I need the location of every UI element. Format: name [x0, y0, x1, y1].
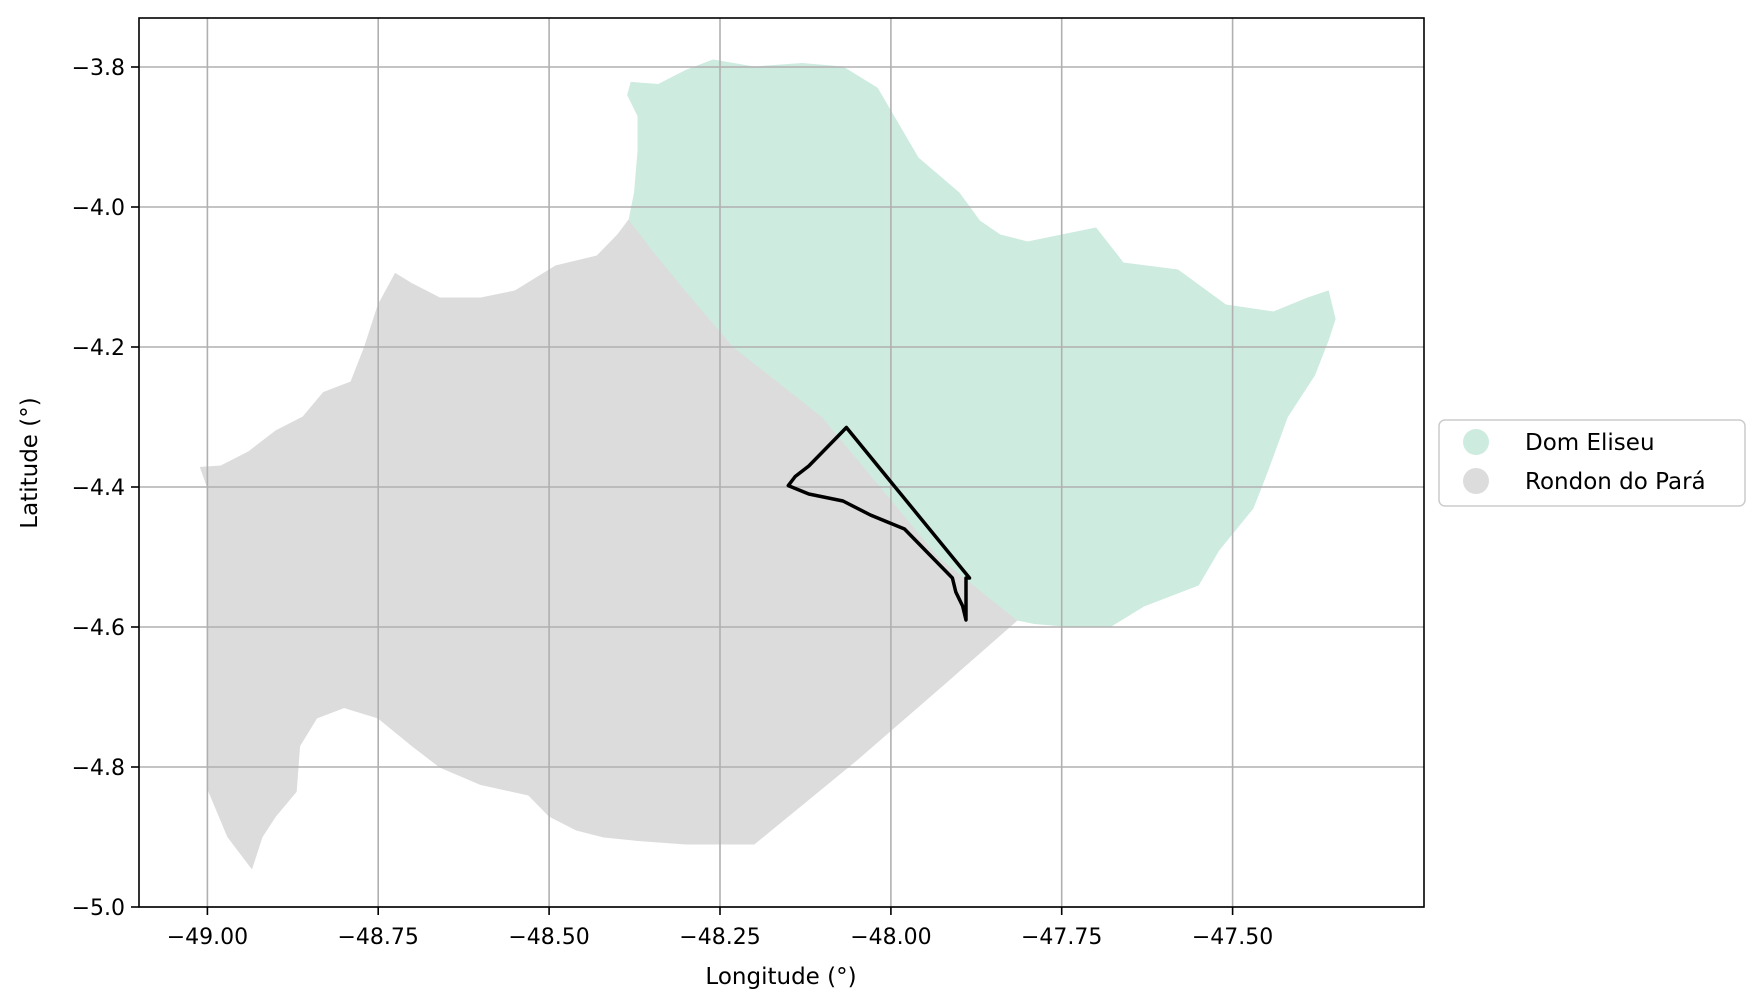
- y-axis-label: Latitude (°): [17, 397, 43, 528]
- y-tick-label: −4.4: [72, 476, 125, 501]
- x-tick-label: −48.50: [508, 925, 589, 950]
- ticks-layer: −49.00 −48.75 −48.50 −48.25 −48.00 −47.75 −47.…: [72, 56, 1274, 950]
- y-tick-label: −4.2: [72, 336, 125, 361]
- y-tick-label: −4.0: [72, 196, 125, 221]
- legend-marker-dom-eliseu: [1463, 429, 1489, 455]
- highlight-outline: [786, 425, 972, 622]
- x-tick-label: −48.00: [850, 925, 931, 950]
- y-tick-label: −4.8: [72, 756, 125, 781]
- legend-box: [1438, 419, 1746, 507]
- legend-label-dom-eliseu: Dom Eliseu: [1525, 430, 1655, 456]
- regions-layer: [200, 59, 1336, 869]
- y-tick-label: −4.6: [72, 616, 125, 641]
- region-dom-eliseu: [627, 59, 1336, 628]
- y-tick-label: −5.0: [72, 896, 125, 921]
- legend-marker-rondon-do-para: [1463, 468, 1489, 494]
- plot-frame: [138, 17, 1425, 908]
- grid-layer: [139, 18, 1424, 908]
- y-tick-label: −3.8: [72, 56, 125, 81]
- x-tick-label: −47.75: [1021, 925, 1102, 950]
- outline-layer: [786, 425, 972, 622]
- x-tick-label: −48.75: [337, 925, 418, 950]
- x-axis-label: Longitude (°): [705, 964, 856, 990]
- region-rondon-do-para: [200, 219, 1018, 869]
- x-tick-label: −49.00: [167, 925, 248, 950]
- legend: Dom Eliseu Rondon do Pará: [1438, 419, 1746, 507]
- legend-label-rondon-do-para: Rondon do Pará: [1525, 469, 1706, 495]
- x-tick-label: −48.25: [679, 925, 760, 950]
- x-tick-label: −47.50: [1192, 925, 1273, 950]
